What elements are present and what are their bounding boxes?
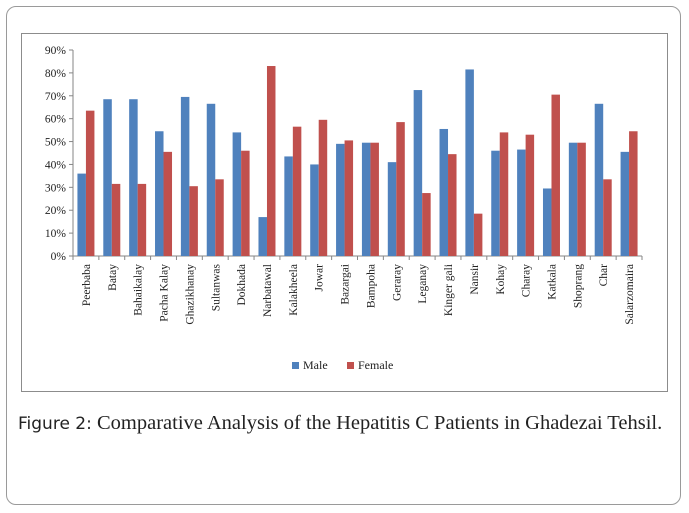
figure-caption-text: Comparative Analysis of the Hepatitis C … [96,412,663,434]
bar-male [232,132,242,256]
bar-female [111,183,121,256]
bar-female [396,122,405,256]
x-tick-label: Batay [107,264,119,291]
bar-male [413,90,423,256]
y-tick-label: 0% [51,251,67,263]
bar-female [266,66,276,257]
bar-female [163,151,173,256]
bar-female [629,131,638,256]
x-tick-label: Shoprang [572,264,584,308]
bar-male [180,96,190,256]
bar-male [542,188,552,256]
bar-female [448,154,457,256]
legend-label-male: Male [303,358,328,372]
bar-female [370,142,379,256]
y-tick-label: 70% [45,91,67,103]
bar-female [577,142,586,256]
y-tick-label: 60% [45,114,67,126]
x-tick-label: Peerbaba [81,264,93,306]
bar-female [137,183,147,256]
y-tick-label: 10% [45,228,67,240]
x-tick-label: Leganay [417,264,429,304]
x-tick-label: Jowar [314,264,326,292]
bar-male [155,131,164,256]
x-tick-label: Nansir [469,264,481,295]
bar-male [491,150,500,256]
y-tick-label: 30% [45,182,67,194]
x-tick-label: Bahaikalay [133,264,145,316]
bar-male [439,128,449,256]
bar-male [387,162,397,256]
y-tick-label: 50% [45,137,67,149]
bar-female [85,110,95,257]
legend-swatch-male [292,362,299,369]
x-tick-label: Kinger gali [443,264,455,316]
figure-label: Figure 2: [18,414,92,434]
bar-female [603,179,612,256]
y-tick-label: 20% [45,205,67,217]
bar-male [336,143,345,256]
bar-female [525,134,535,256]
x-tick-label: Katkala [546,264,558,300]
x-tick-label: Narbatawal [262,264,274,317]
bar-female [344,140,354,256]
bar-female [499,132,509,256]
bar-male [77,173,86,256]
y-tick-label: 40% [45,159,67,171]
bar-female [318,119,328,256]
bar-female [473,213,483,256]
x-tick-label: Bampoha [365,264,377,308]
bar-male [517,149,526,256]
bar-male [361,142,371,256]
bar-female [189,186,198,256]
bar-male [465,69,474,256]
bar-male [129,99,138,256]
x-tick-label: Dokhada [236,264,248,306]
x-tick-label: Kalakheela [288,264,300,316]
x-tick-label: Salarzomaira [624,264,636,325]
bar-female [292,126,302,256]
bar-female [551,94,560,256]
x-tick-label: Pacha Kalay [159,264,171,322]
bar-male [206,103,216,257]
y-tick-label: 90% [45,45,67,57]
x-tick-label: Bazargai [340,264,352,305]
x-tick-label: Ghazikhanay [184,264,196,325]
bar-male [568,142,578,256]
legend-label-female: Female [358,358,393,372]
bar-male [310,164,319,256]
x-tick-label: Geraray [391,264,403,301]
bar-male [284,156,293,256]
figure-caption: Figure 2: Comparative Analysis of the He… [18,410,670,438]
x-tick-label: Char [598,264,610,287]
bar-female [241,150,250,256]
bar-female [422,193,431,256]
x-tick-label: Charay [521,264,533,297]
x-tick-label: Kohay [495,264,507,295]
bar-male [594,103,604,257]
bar-male [620,151,630,256]
bar-male [103,99,112,256]
legend-swatch-female [347,362,354,369]
y-tick-label: 80% [45,68,67,80]
bar-male [258,217,267,256]
bar-female [215,179,224,256]
x-tick-label: Sultanwas [210,263,222,311]
bar-chart: 0% 10% 20% 30% 40% 50% 60% 70% 80% 90% Peerbaba Bat… [45,45,643,372]
